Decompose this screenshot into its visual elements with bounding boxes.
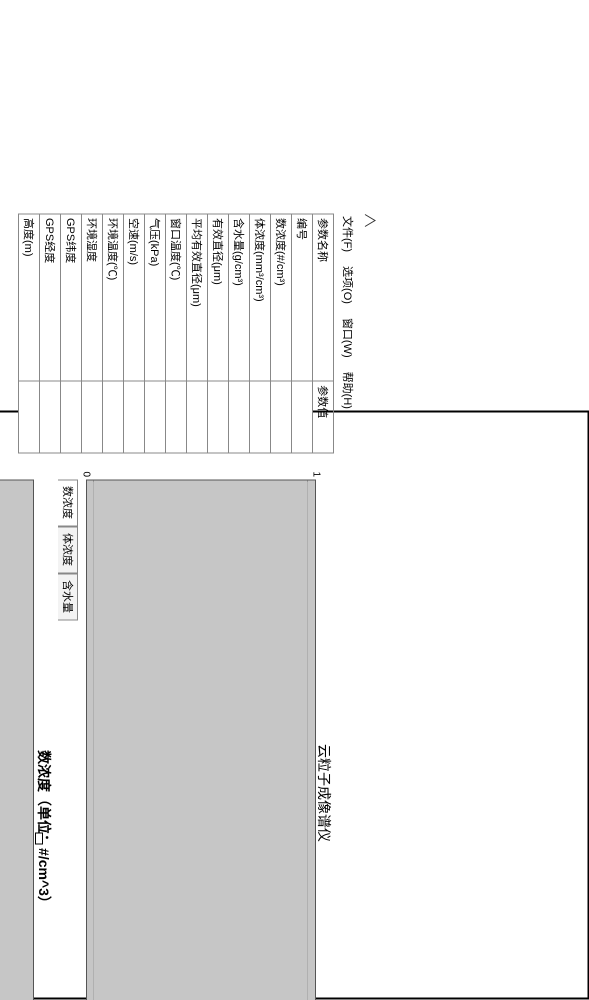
param-value-cell	[229, 381, 250, 453]
param-name-cell: 数浓度(#/cm³)	[271, 214, 292, 381]
concentration-plot-area[interactable]	[0, 479, 34, 1000]
right-area: 云粒子成像谱仪 10 数浓度体浓度含水量 数浓度（单位：#/cm^3）	[0, 463, 334, 1000]
parameter-table: 参数名称 参数值 编号数浓度(#/cm³)体浓度(mm³/cm³)含水量(g/c…	[18, 213, 334, 453]
param-value-cell	[145, 381, 166, 453]
param-name-cell: GPS经度	[40, 214, 61, 381]
table-row: 含水量(g/cm³)	[229, 214, 250, 453]
table-row: 环境温度(℃)	[103, 214, 124, 453]
tab-体浓度[interactable]: 体浓度	[58, 526, 78, 573]
table-row: 有效直径(μm)	[208, 214, 229, 453]
param-value-cell	[271, 381, 292, 453]
concentration-tabs: 数浓度体浓度含水量	[58, 479, 78, 620]
param-name-cell: 平均有效直径(μm)	[187, 214, 208, 381]
param-name-cell: 有效直径(μm)	[208, 214, 229, 381]
table-row: 平均有效直径(μm)	[187, 214, 208, 453]
table-row: 空速(m/s)	[124, 214, 145, 453]
param-value-cell	[124, 381, 145, 453]
tab-数浓度[interactable]: 数浓度	[58, 479, 78, 526]
param-name-cell: GPS纬度	[61, 214, 82, 381]
tab-含水量[interactable]: 含水量	[58, 573, 78, 620]
param-value-cell	[40, 381, 61, 453]
spectrometer-yaxis: 10	[86, 463, 316, 479]
param-value-cell	[187, 381, 208, 453]
table-row: 气压(kPa)	[145, 214, 166, 453]
app-icon	[363, 213, 377, 227]
concentration-chart-title: 数浓度（单位：#/cm^3）	[34, 463, 54, 1000]
table-row: GPS纬度	[61, 214, 82, 453]
spectrometer-chart-title: 云粒子成像谱仪	[316, 463, 334, 1000]
table-row: 数浓度(#/cm³)	[271, 214, 292, 453]
param-value-cell	[292, 381, 313, 453]
table-row: 体浓度(mm³/cm³)	[250, 214, 271, 453]
param-name-cell: 编号	[292, 214, 313, 381]
menu-file[interactable]: 文件(F)	[339, 211, 357, 257]
menu-bar: 文件(F) 选项(O) 窗口(W) 帮助(H)	[338, 207, 358, 1000]
spectrometer-plot-area[interactable]	[86, 479, 316, 1000]
param-value-cell	[103, 381, 124, 453]
param-value-cell	[61, 381, 82, 453]
chart-marker-icon	[35, 832, 43, 844]
param-name-cell: 环境温度(℃)	[103, 214, 124, 381]
param-value-cell	[250, 381, 271, 453]
param-name-cell: 空速(m/s)	[124, 214, 145, 381]
menu-options[interactable]: 选项(O)	[339, 261, 357, 309]
param-value-cell	[208, 381, 229, 453]
param-name-cell: 含水量(g/cm³)	[229, 214, 250, 381]
param-name-cell: 气压(kPa)	[145, 214, 166, 381]
param-value-cell	[82, 381, 103, 453]
table-row: GPS经度	[40, 214, 61, 453]
param-name-cell: 高度(m)	[19, 214, 40, 381]
param-value-cell	[19, 381, 40, 453]
menu-window[interactable]: 窗口(W)	[339, 313, 357, 363]
ytick-label: 1	[311, 471, 322, 477]
ytick-label: 0	[81, 471, 92, 477]
left-panel: 参数名称 参数值 编号数浓度(#/cm³)体浓度(mm³/cm³)含水量(g/c…	[0, 213, 334, 453]
concentration-chart: 数浓度（单位：#/cm^3） 0:00:00.000	[0, 463, 54, 1000]
table-row: 编号	[292, 214, 313, 453]
grid-line	[307, 480, 308, 1000]
param-value-cell	[166, 381, 187, 453]
param-name-cell: 窗口温度(℃)	[166, 214, 187, 381]
menu-help[interactable]: 帮助(H)	[339, 367, 357, 414]
param-header-name: 参数名称	[313, 214, 334, 381]
table-row: 窗口温度(℃)	[166, 214, 187, 453]
table-row: 环境湿度	[82, 214, 103, 453]
spectrometer-chart: 云粒子成像谱仪 10	[86, 463, 334, 1000]
param-name-cell: 环境湿度	[82, 214, 103, 381]
table-row: 高度(m)	[19, 214, 40, 453]
param-name-cell: 体浓度(mm³/cm³)	[250, 214, 271, 381]
param-header-value: 参数值	[313, 381, 334, 453]
grid-line	[93, 480, 94, 1000]
title-bar: — □ ✕	[358, 207, 382, 1000]
